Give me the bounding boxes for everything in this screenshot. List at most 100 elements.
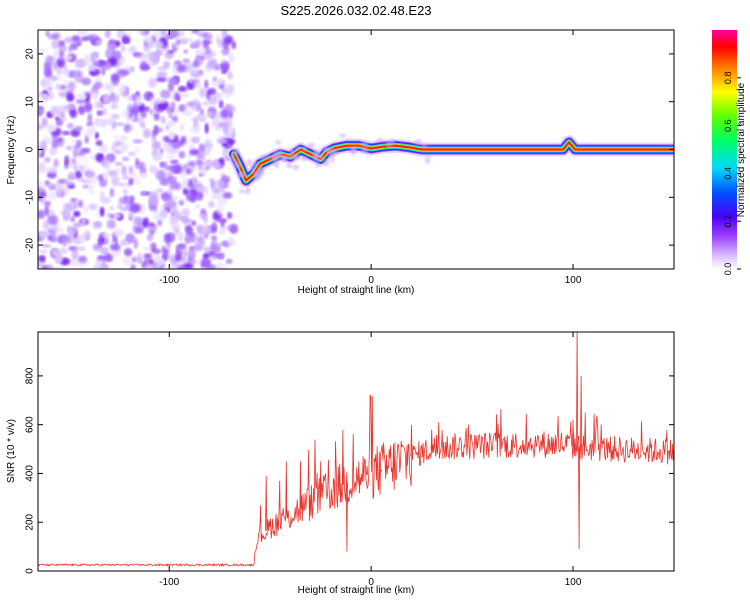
spectrogram-noise-blob: [181, 111, 192, 117]
spectrogram-y-tick-label: -20: [25, 237, 36, 252]
snr-x-axis-label: Height of straight line (km): [298, 585, 415, 596]
spectrogram-noise-blob: [112, 212, 121, 219]
spectrogram-halo-blob: [289, 147, 295, 155]
spectrogram-noise-blob: [132, 139, 143, 144]
spectrogram-noise-blob: [61, 130, 71, 136]
spectrogram-noise-blob: [63, 209, 72, 217]
spectrogram-halo-blob: [285, 163, 293, 169]
spectrogram-noise-blob: [84, 55, 92, 65]
spectrogram-noise-blob: [38, 230, 50, 239]
spectrogram-noise-blob: [204, 122, 209, 134]
spectrogram-noise-blob: [84, 170, 96, 178]
spectrogram-noise-blob: [217, 122, 227, 128]
spectrogram-noise-blob: [182, 58, 190, 64]
spectrogram-noise-blob: [168, 112, 173, 119]
spectrogram-noise-blob: [108, 205, 115, 211]
colorbar-label: Normalized spectral amplitude: [736, 82, 747, 217]
spectrogram-noise-blob: [113, 228, 124, 238]
spectrogram-noise-blob: [38, 209, 46, 218]
spectrogram-noise-blob: [204, 79, 209, 89]
spectrogram-noise-blob: [105, 48, 114, 59]
spectrogram-halo-blob: [278, 149, 284, 158]
spectrogram-noise-blob: [179, 257, 188, 264]
spectrogram-noise-blob: [62, 79, 70, 86]
spectrogram-noise-blob: [82, 184, 90, 189]
spectrogram-noise-blob: [143, 253, 153, 260]
spectrogram-noise-blob: [91, 39, 97, 45]
spectrogram-noise-blob: [68, 174, 77, 180]
spectrogram-noise-blob: [43, 93, 48, 99]
spectrogram-halo-blob: [421, 143, 428, 148]
colorbar-ticks: 0.0 0.2 0.4 0.6 0.8: [723, 72, 741, 275]
spectrogram-noise-blob: [202, 253, 209, 260]
spectrogram-noise-blob: [59, 110, 66, 119]
spectrogram-noise-blob: [140, 111, 147, 119]
spectrogram-noise-blob: [87, 177, 98, 185]
spectrogram-halo-blob: [307, 142, 316, 149]
spectrogram-noise-blob: [58, 49, 65, 58]
spectrogram-noise-blob: [69, 108, 78, 119]
spectrogram-noise-blob: [177, 243, 187, 250]
spectrogram-noise-blob: [149, 227, 155, 236]
spectrogram-noise-blob: [117, 202, 124, 210]
spectrogram-noise-blob: [38, 124, 45, 130]
spectrogram-noise-blob: [77, 105, 86, 116]
spectrogram-noise-blob: [161, 245, 167, 254]
spectrogram-noise-blob: [200, 257, 212, 268]
spectrogram-noise-blob: [74, 60, 85, 68]
spectrogram-noise-blob: [43, 156, 51, 163]
spectrogram-noise-blob: [93, 81, 103, 90]
spectrogram-noise-blob: [189, 144, 196, 150]
spectrogram-noise-blob: [188, 247, 197, 259]
spectrogram-noise-blob: [175, 249, 183, 259]
spectrogram-noise-blob: [225, 36, 232, 45]
spectrogram-noise-blob: [39, 249, 48, 254]
spectrogram-noise-blob: [122, 175, 129, 180]
spectrogram-noise-blob: [116, 30, 125, 40]
spectrogram-noise-blob: [210, 235, 217, 241]
spectrogram-noise-blob: [178, 199, 185, 206]
spectrogram-halo-blob: [273, 150, 281, 158]
spectrogram-noise-blob: [189, 79, 199, 84]
spectrogram-noise-blob: [220, 263, 228, 269]
spectrogram-noise-blob: [207, 201, 215, 208]
snr-series-line: [38, 332, 674, 567]
colorbar-tick-label: 0.4: [723, 167, 733, 180]
spectrogram-noise-blob: [220, 108, 230, 119]
spectrogram-noise-blob: [217, 179, 224, 188]
spectrogram-noise-blob: [76, 246, 86, 251]
spectrogram-noise-blob: [202, 39, 210, 50]
spectrogram-noise-blob: [218, 99, 224, 109]
spectrogram-noise-blob: [89, 33, 98, 39]
spectrogram-noise-blob: [157, 127, 163, 133]
spectrogram-noise-blob: [118, 55, 126, 65]
spectrogram-noise-blob: [143, 246, 153, 251]
spectrogram-noise-blob: [99, 190, 105, 200]
spectrogram-noise-blob: [58, 91, 69, 98]
spectrogram-x-tick-label: 0: [368, 275, 374, 286]
spectrogram-noise-blob: [81, 218, 86, 226]
spectrogram-noise-blob: [139, 172, 147, 179]
spectrogram-noise-blob: [83, 230, 91, 241]
spectrogram-noise-blob: [66, 123, 74, 129]
spectrogram-noise-blob: [106, 43, 117, 50]
spectrogram-halo-blob: [281, 155, 288, 163]
spectrogram-noise-blob: [166, 120, 176, 128]
spectrogram-noise-blob: [130, 106, 139, 115]
spectrogram-noise-blob: [222, 191, 233, 199]
spectrogram-noise-blob: [168, 130, 176, 140]
spectrogram-y-axis-label: Frequency (Hz): [6, 116, 17, 185]
spectrogram-noise-blob: [71, 248, 79, 260]
spectrogram-noise-blob: [103, 159, 111, 169]
spectrogram-halo-blob: [323, 159, 330, 167]
spectrogram-noise-blob: [77, 164, 85, 171]
spectrogram-noise-blob: [226, 211, 233, 220]
spectrogram-noise-blob: [121, 35, 131, 45]
spectrogram-noise-blob: [76, 92, 88, 101]
spectrogram-noise-blob: [83, 155, 89, 166]
spectrogram-noise-blob: [99, 246, 109, 255]
spectrogram-noise-blob: [74, 170, 83, 180]
spectrogram-noise-blob: [169, 181, 180, 190]
spectrogram-noise-blob: [216, 218, 228, 223]
